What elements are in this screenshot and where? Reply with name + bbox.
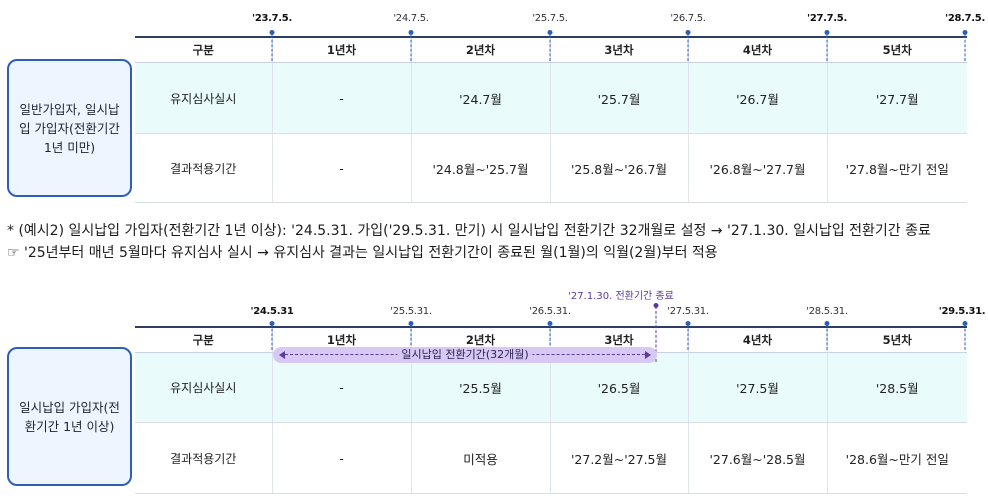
subscriber-type-label: 일반가입자, 일시납입 가입자(전환기간 1년 미만) [7, 59, 132, 197]
row-label: 결과적용기간 [135, 422, 272, 494]
date-marker-dot [685, 321, 691, 326]
date-label: '24.7.5. [393, 13, 429, 24]
table-cell: '28.6월~만기 전일 [826, 422, 967, 494]
date-marker-dot [824, 321, 830, 326]
date-marker-dot [962, 321, 968, 326]
conversion-period-bar: 일시납입 전환기간(32개월) [273, 347, 657, 363]
column-header: 5년차 [826, 326, 967, 353]
date-label: '25.7.5. [532, 13, 568, 24]
date-guide-line [271, 324, 273, 350]
table-cell: '25.8월~'26.7월 [549, 133, 688, 203]
table-cell: 미적용 [410, 422, 550, 494]
table-cell: - [271, 352, 411, 423]
table-cell: '27.6월~'28.5월 [687, 422, 827, 494]
subscriber-type-label: 일시납입 가입자(전환기간 1년 이상) [7, 347, 132, 486]
column-header: 2년차 [410, 36, 550, 63]
date-label: '26.5.31. [529, 306, 571, 317]
column-header: 구분 [135, 36, 272, 63]
date-marker-dot [408, 321, 414, 326]
table-cell: '28.5월 [826, 352, 967, 423]
date-label: '26.7.5. [670, 13, 706, 24]
row-label: 유지심사실시 [135, 62, 272, 134]
table-cell: '26.8월~'27.7월 [687, 133, 827, 203]
date-label: '29.5.31. [938, 306, 986, 317]
table-row: 결과적용기간 - '24.8월~'25.7월 '25.8월~'26.7월 '26… [135, 133, 967, 203]
review-schedule-table: 구분 1년차 2년차 3년차 4년차 5년차 유지심사실시 - '25.5월 '… [135, 326, 967, 494]
date-label: '28.5.31. [806, 306, 848, 317]
table-cell: - [271, 62, 411, 134]
date-label: '24.5.31 [250, 306, 294, 317]
review-schedule-table: 구분 1년차 2년차 3년차 4년차 5년차 유지심사실시 - '24.7월 '… [135, 36, 967, 203]
date-guide-line [271, 35, 273, 61]
date-label: '27.5.31. [667, 306, 709, 317]
table-row: 유지심사실시 - '25.5월 '26.5월 '27.5월 '28.5월 [135, 352, 967, 423]
column-header: 구분 [135, 326, 272, 353]
date-label: '28.7.5. [945, 13, 985, 24]
example-notes: * (예시2) 일시납입 가입자(전환기간 1년 이상): '24.5.31. … [7, 220, 982, 264]
date-guide-line [687, 324, 689, 350]
date-guide-line [549, 35, 551, 61]
example-note-line: ☞ '25년부터 매년 5월마다 유지심사 실시 → 유지심사 결과는 일시납입… [7, 245, 718, 261]
date-guide-line [549, 324, 551, 350]
date-marker-dot [408, 30, 414, 35]
table-cell: - [271, 133, 411, 203]
date-label: '23.7.5. [252, 13, 292, 24]
date-marker-dot [547, 321, 553, 326]
date-guide-line [964, 324, 966, 350]
period-end-label: '27.1.30. 전환기간 종료 [568, 291, 674, 302]
date-guide-line [826, 35, 828, 61]
column-header: 5년차 [826, 36, 967, 63]
date-guide-line [964, 35, 966, 61]
column-header: 4년차 [687, 36, 827, 63]
date-marker-dot [547, 30, 553, 35]
table-cell: '25.7월 [549, 62, 688, 134]
table-cell: '24.7월 [410, 62, 550, 134]
date-timeline: '23.7.5. '24.7.5. '25.7.5. '26.7.5. '27.… [0, 0, 988, 40]
date-label: '27.7.5. [807, 13, 847, 24]
table-cell: '27.8월~만기 전일 [826, 133, 967, 203]
table-cell: '25.5월 [410, 352, 550, 423]
period-end-guide-line [655, 306, 657, 362]
date-marker-dot [269, 30, 275, 35]
table-header-row: 구분 1년차 2년차 3년차 4년차 5년차 [135, 36, 967, 63]
schedule-section-general: '23.7.5. '24.7.5. '25.7.5. '26.7.5. '27.… [0, 0, 988, 203]
table-cell: '27.7월 [826, 62, 967, 134]
table-cell: '26.5월 [549, 352, 688, 423]
row-label: 결과적용기간 [135, 133, 272, 203]
table-cell: - [271, 422, 411, 494]
column-header: 4년차 [687, 326, 827, 353]
period-end-marker-dot [653, 303, 659, 308]
date-guide-line [687, 35, 689, 61]
table-cell: '27.5월 [687, 352, 827, 423]
date-marker-dot [962, 30, 968, 35]
date-timeline: '24.5.31 '25.5.31. '26.5.31. '27.5.31. '… [0, 296, 988, 336]
date-guide-line [410, 324, 412, 350]
column-header: 1년차 [271, 36, 411, 63]
table-cell: '27.2월~'27.5월 [549, 422, 688, 494]
table-cell: '26.7월 [687, 62, 827, 134]
date-guide-line [410, 35, 412, 61]
date-label: '25.5.31. [390, 306, 432, 317]
table-row: 결과적용기간 - 미적용 '27.2월~'27.5월 '27.6월~'28.5월… [135, 422, 967, 494]
column-header: 3년차 [549, 36, 688, 63]
date-marker-dot [685, 30, 691, 35]
table-cell: '24.8월~'25.7월 [410, 133, 550, 203]
date-guide-line [826, 324, 828, 350]
date-marker-dot [824, 30, 830, 35]
row-label: 유지심사실시 [135, 352, 272, 423]
conversion-period-label: 일시납입 전환기간(32개월) [397, 347, 533, 363]
table-row: 유지심사실시 - '24.7월 '25.7월 '26.7월 '27.7월 [135, 62, 967, 134]
example-note-line: * (예시2) 일시납입 가입자(전환기간 1년 이상): '24.5.31. … [7, 223, 931, 239]
date-marker-dot [269, 321, 275, 326]
